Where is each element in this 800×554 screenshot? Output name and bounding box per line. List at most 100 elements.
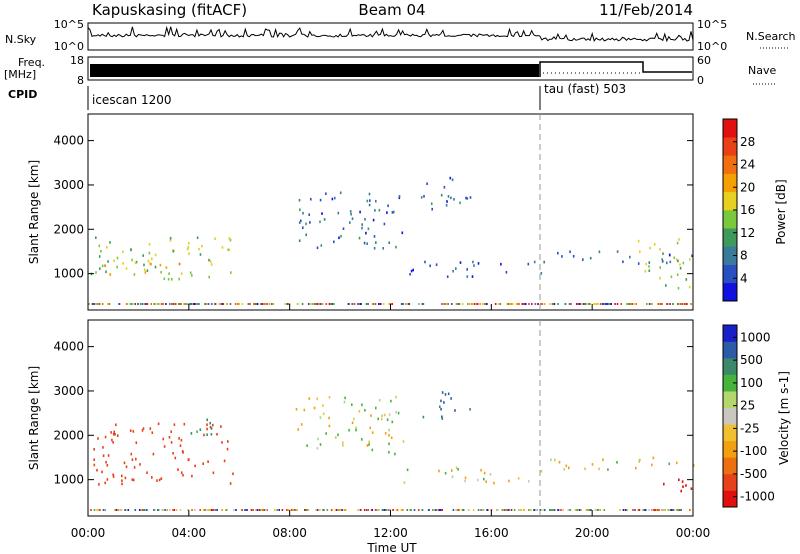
power-clutter-cell	[144, 303, 146, 305]
freq-trace-tau	[539, 61, 692, 77]
velocity-cell	[107, 454, 110, 457]
power-cell	[572, 255, 575, 258]
velocity-clutter-cell	[678, 509, 680, 511]
velocity-clutter-cell	[157, 509, 159, 511]
velocity-cell	[391, 420, 394, 424]
velocity-clutter-cell	[175, 509, 178, 511]
velocity-clutter-cell	[622, 509, 625, 511]
freq-label: Freq.	[18, 56, 45, 69]
power-cell	[373, 247, 376, 250]
power-colorbar: 4 8 12 16 20 24 28	[722, 118, 755, 302]
power-clutter-cell	[226, 303, 228, 305]
power-clutter-cell	[451, 303, 453, 305]
power-clutter-cell	[599, 303, 602, 305]
power-clutter-cell	[249, 303, 251, 305]
velocity-clutter-cell	[290, 509, 293, 511]
power-cell	[349, 210, 352, 213]
velocity-clutter-cell	[273, 509, 276, 511]
velocity-cell	[209, 425, 212, 429]
power-clutter-cell	[125, 303, 128, 305]
velocity-clutter-cell	[134, 509, 137, 511]
power-cell	[143, 268, 146, 272]
power-clutter-cell	[447, 303, 449, 305]
velocity-yticks: 1000 2000 3000 4000	[53, 340, 693, 487]
power-clutter-cell	[118, 303, 120, 305]
power-clutter-cell	[685, 303, 688, 305]
power-clutter-cell	[585, 303, 587, 305]
power-cell	[676, 258, 678, 261]
velocity-colorbar-swatch	[723, 440, 737, 458]
power-cell	[466, 197, 469, 200]
power-clutter-cell	[266, 303, 268, 305]
power-colorbar-swatch	[723, 264, 737, 284]
velocity-clutter-cell	[458, 509, 460, 511]
power-clutter-cell	[160, 303, 163, 305]
velocity-cell	[93, 458, 95, 461]
power-colorbar-tick-label: 12	[740, 226, 755, 240]
velocity-colorbar-tick-label: 100	[740, 376, 763, 390]
power-cell	[100, 249, 102, 253]
velocity-clutter-cell	[294, 509, 296, 511]
power-cell	[214, 237, 216, 241]
power-clutter-cell	[316, 303, 319, 305]
power-ytick-label: 4000	[53, 134, 84, 148]
power-clutter-cell	[606, 303, 608, 305]
power-clutter-cell	[285, 303, 287, 305]
power-cell	[188, 242, 190, 245]
velocity-clutter-cell	[363, 509, 366, 511]
power-cell	[95, 236, 97, 239]
velocity-cell	[151, 476, 153, 479]
power-cell	[188, 252, 190, 255]
power-clutter-cell	[286, 303, 288, 305]
power-clutter-cell	[156, 303, 159, 305]
velocity-cell	[402, 440, 405, 443]
power-cell	[150, 262, 152, 266]
power-cell	[398, 195, 401, 198]
velocity-colorbar-swatch	[723, 407, 737, 425]
velocity-clutter-cell	[337, 509, 339, 511]
power-cell	[227, 248, 229, 252]
velocity-cell	[106, 464, 109, 467]
power-clutter-cell	[174, 303, 177, 305]
velocity-cell	[112, 473, 114, 476]
power-clutter-cell	[150, 303, 152, 305]
power-clutter-cell	[421, 303, 424, 305]
velocity-cell	[129, 429, 132, 432]
power-clutter-cell	[325, 303, 328, 305]
power-clutter-cell	[646, 303, 648, 305]
power-clutter-cell	[456, 303, 459, 305]
power-clutter-cell	[467, 303, 469, 305]
power-cell	[648, 269, 651, 272]
power-cell	[373, 235, 376, 238]
velocity-clutter-cell	[589, 509, 591, 511]
power-cell	[661, 260, 664, 263]
power-cell	[662, 252, 664, 255]
power-clutter-cell	[521, 303, 524, 305]
power-cell	[582, 258, 584, 261]
velocity-clutter-cell	[578, 509, 581, 511]
power-colorbar-swatch	[723, 246, 737, 265]
velocity-clutter-cell	[144, 509, 147, 511]
power-cell	[398, 196, 401, 200]
power-cell	[302, 211, 304, 215]
velocity-colorbar-label: Velocity [m s-1]	[777, 371, 791, 465]
power-clutter-cell	[247, 303, 250, 305]
velocity-cell	[172, 452, 174, 455]
velocity-cell	[187, 458, 190, 462]
power-cell	[228, 237, 231, 240]
velocity-cell	[528, 479, 530, 483]
velocity-clutter-cell	[658, 509, 660, 511]
power-clutter-cell	[512, 303, 514, 305]
velocity-clutter-cell	[202, 509, 205, 511]
velocity-cell	[680, 489, 682, 493]
power-cell	[320, 244, 323, 247]
velocity-clutter-cell	[670, 509, 673, 511]
velocity-clutter-cell	[550, 509, 552, 511]
velocity-clutter-cell	[374, 509, 377, 511]
power-cell	[339, 191, 342, 195]
velocity-clutter-cell	[244, 509, 246, 511]
power-cell	[685, 278, 688, 281]
power-cell	[668, 253, 671, 257]
power-cell	[409, 273, 411, 276]
power-clutter-cell	[400, 303, 403, 305]
